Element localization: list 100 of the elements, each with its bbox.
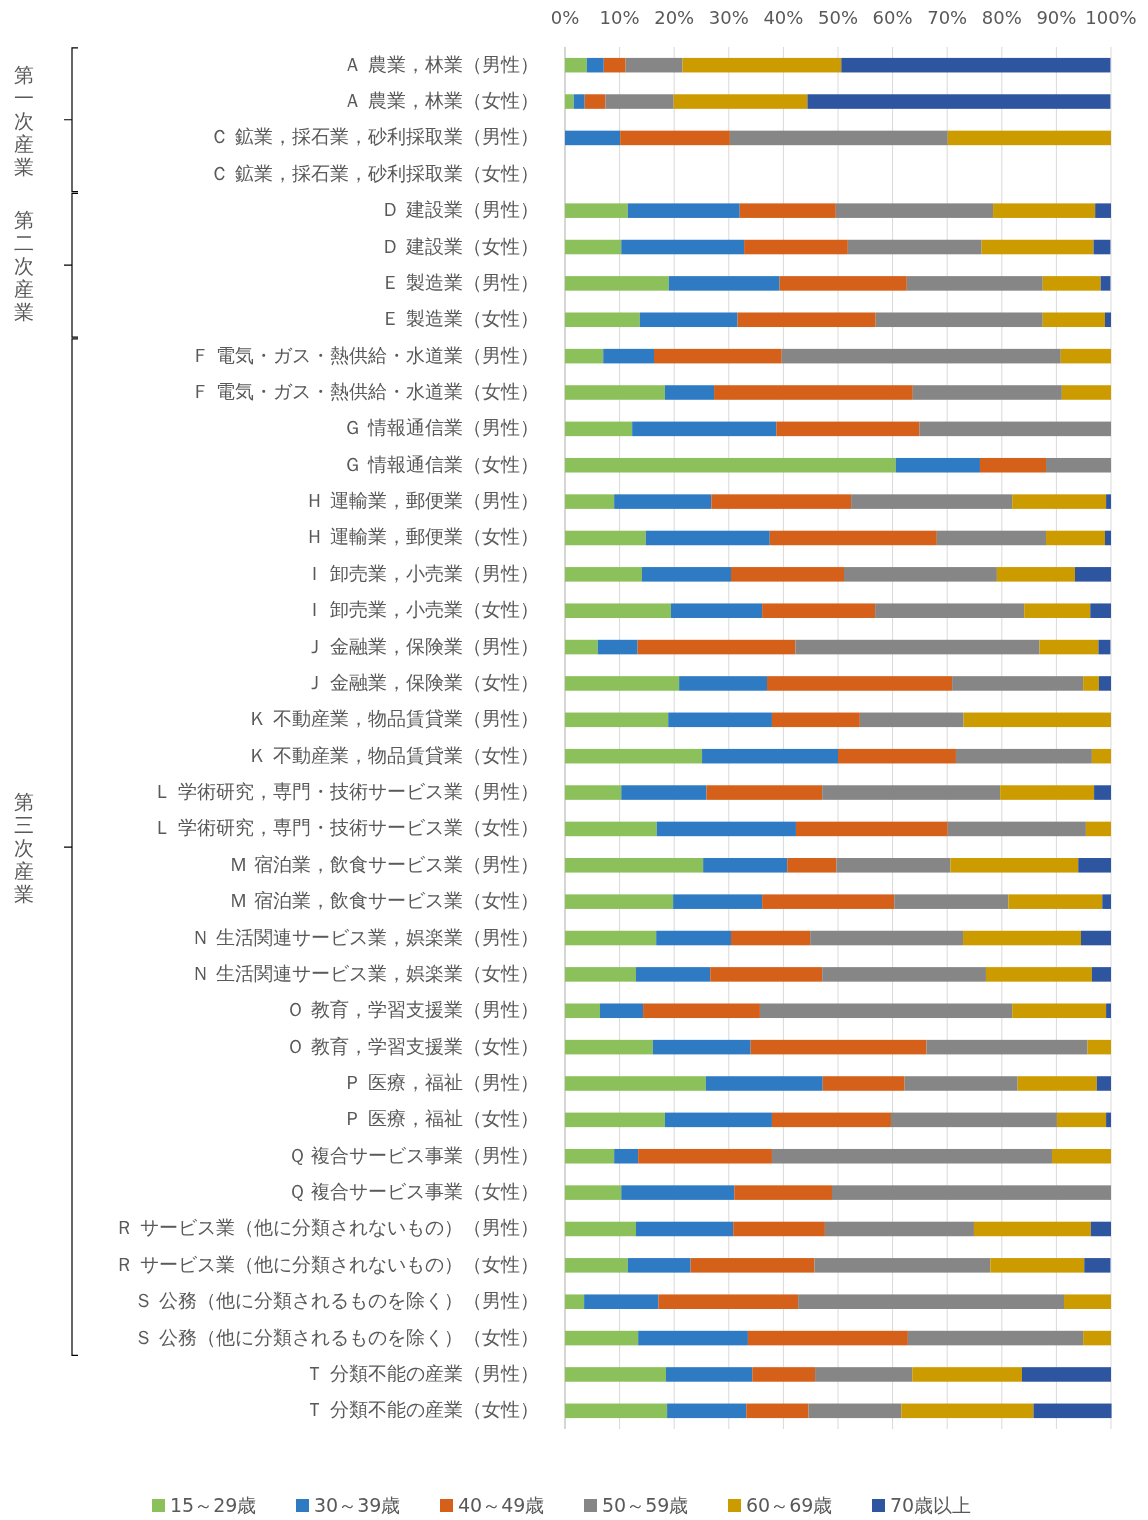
y-tick-label: Ｇ 情報通信業（男性） — [342, 416, 539, 439]
bar — [603, 348, 654, 364]
y-tick-label: Ｏ 教育，学習支援業（男性） — [285, 998, 539, 1021]
bar — [814, 1258, 991, 1273]
bar — [739, 203, 836, 218]
bar — [658, 1294, 799, 1309]
bar — [1039, 639, 1099, 655]
bar — [711, 494, 852, 509]
bar — [565, 1403, 668, 1419]
bar — [841, 57, 1111, 73]
y-tick-label: Ｆ 電気・ガス・熱供給・水道業（女性） — [190, 380, 539, 402]
bar — [565, 1148, 615, 1164]
bar — [904, 1076, 1018, 1091]
bar — [815, 1367, 913, 1382]
bar — [730, 567, 845, 582]
bar — [565, 930, 657, 946]
bar — [955, 748, 1092, 764]
bar — [1008, 894, 1103, 909]
bar — [614, 1148, 639, 1164]
bar — [795, 821, 948, 837]
bar — [1080, 930, 1111, 946]
bar — [810, 930, 964, 946]
x-tick-label: 80% — [981, 7, 1022, 28]
bar — [822, 967, 986, 982]
bar — [875, 603, 1025, 618]
bar — [639, 312, 738, 328]
bar — [762, 894, 895, 909]
bar — [1083, 676, 1099, 691]
bar — [746, 1403, 809, 1419]
bar — [565, 1221, 636, 1237]
bar — [565, 1112, 665, 1128]
bar — [1096, 1076, 1111, 1091]
bar — [599, 1003, 644, 1019]
bar — [627, 203, 740, 218]
bar — [1078, 858, 1111, 873]
legend-label: 70歳以上 — [890, 1493, 972, 1516]
bar — [1046, 530, 1105, 546]
bar — [565, 530, 646, 546]
bar — [1042, 312, 1105, 328]
bar — [584, 94, 606, 109]
bar — [667, 1403, 747, 1419]
bar — [990, 1258, 1085, 1273]
y-tick-label: Ｏ 教育，学習支援業（女性） — [285, 1034, 539, 1057]
bar — [875, 312, 1043, 328]
bar — [652, 1039, 751, 1055]
bar — [836, 858, 951, 873]
y-tick-label: Ａ 農業，林業（女性） — [342, 89, 539, 112]
bar — [565, 1367, 667, 1382]
x-tick-label: 50% — [817, 7, 859, 28]
bar — [565, 348, 604, 364]
bar — [1024, 603, 1091, 618]
legend-label: 50～59歳 — [602, 1493, 689, 1516]
y-tick-label: Ｄ 建設業（男性） — [380, 198, 539, 221]
bar — [656, 930, 731, 946]
bar — [565, 676, 680, 691]
bar — [573, 94, 585, 109]
bar — [787, 858, 837, 873]
bar — [584, 1294, 659, 1309]
text: 第一次産業 — [14, 62, 34, 179]
bar — [769, 530, 937, 546]
bar — [1098, 639, 1111, 655]
bar — [907, 1330, 1084, 1346]
bar — [1090, 1221, 1111, 1237]
y-tick-label: Ｇ 情報通信業（女性） — [342, 452, 539, 475]
y-tick-label: Ｌ 学術研究，専門・技術サービス業（女性） — [152, 816, 539, 839]
y-tick-label: Ｋ 不動産業，物品賃貸業（男性） — [247, 707, 539, 730]
bar — [993, 203, 1096, 218]
bar — [737, 312, 876, 328]
bar — [752, 1367, 816, 1382]
bar — [565, 57, 587, 73]
bar — [979, 457, 1047, 473]
bar — [1061, 385, 1111, 400]
y-tick-label: Ｑ 複合サービス事業（女性） — [287, 1180, 539, 1203]
bar — [1042, 276, 1101, 291]
bar — [565, 385, 665, 400]
bar — [565, 457, 896, 473]
bar — [673, 94, 808, 109]
bar — [1100, 276, 1111, 291]
bar — [565, 1039, 653, 1055]
bar — [1064, 1294, 1111, 1309]
bar — [670, 603, 763, 618]
bar — [565, 312, 640, 328]
bar — [621, 785, 707, 800]
y-tick-label: Ｔ 分類不能の産業（男性） — [304, 1361, 539, 1384]
bar — [912, 385, 1062, 400]
y-tick-label: Ｒ サービス業（他に分類されないもの）（男性） — [114, 1216, 539, 1239]
bar — [847, 239, 982, 255]
bar — [771, 1112, 891, 1128]
y-tick-label: Ｎ 生活関連サービス業，娯楽業（女性） — [190, 961, 539, 984]
bar — [734, 1185, 832, 1200]
bar — [565, 1185, 622, 1200]
bar — [952, 676, 1084, 691]
bar — [859, 712, 964, 728]
bar — [759, 1003, 1013, 1019]
bar — [668, 712, 772, 728]
bar — [926, 1039, 1088, 1055]
bar — [985, 967, 1092, 982]
bar — [838, 748, 956, 764]
bar — [565, 603, 671, 618]
bar — [835, 203, 994, 218]
